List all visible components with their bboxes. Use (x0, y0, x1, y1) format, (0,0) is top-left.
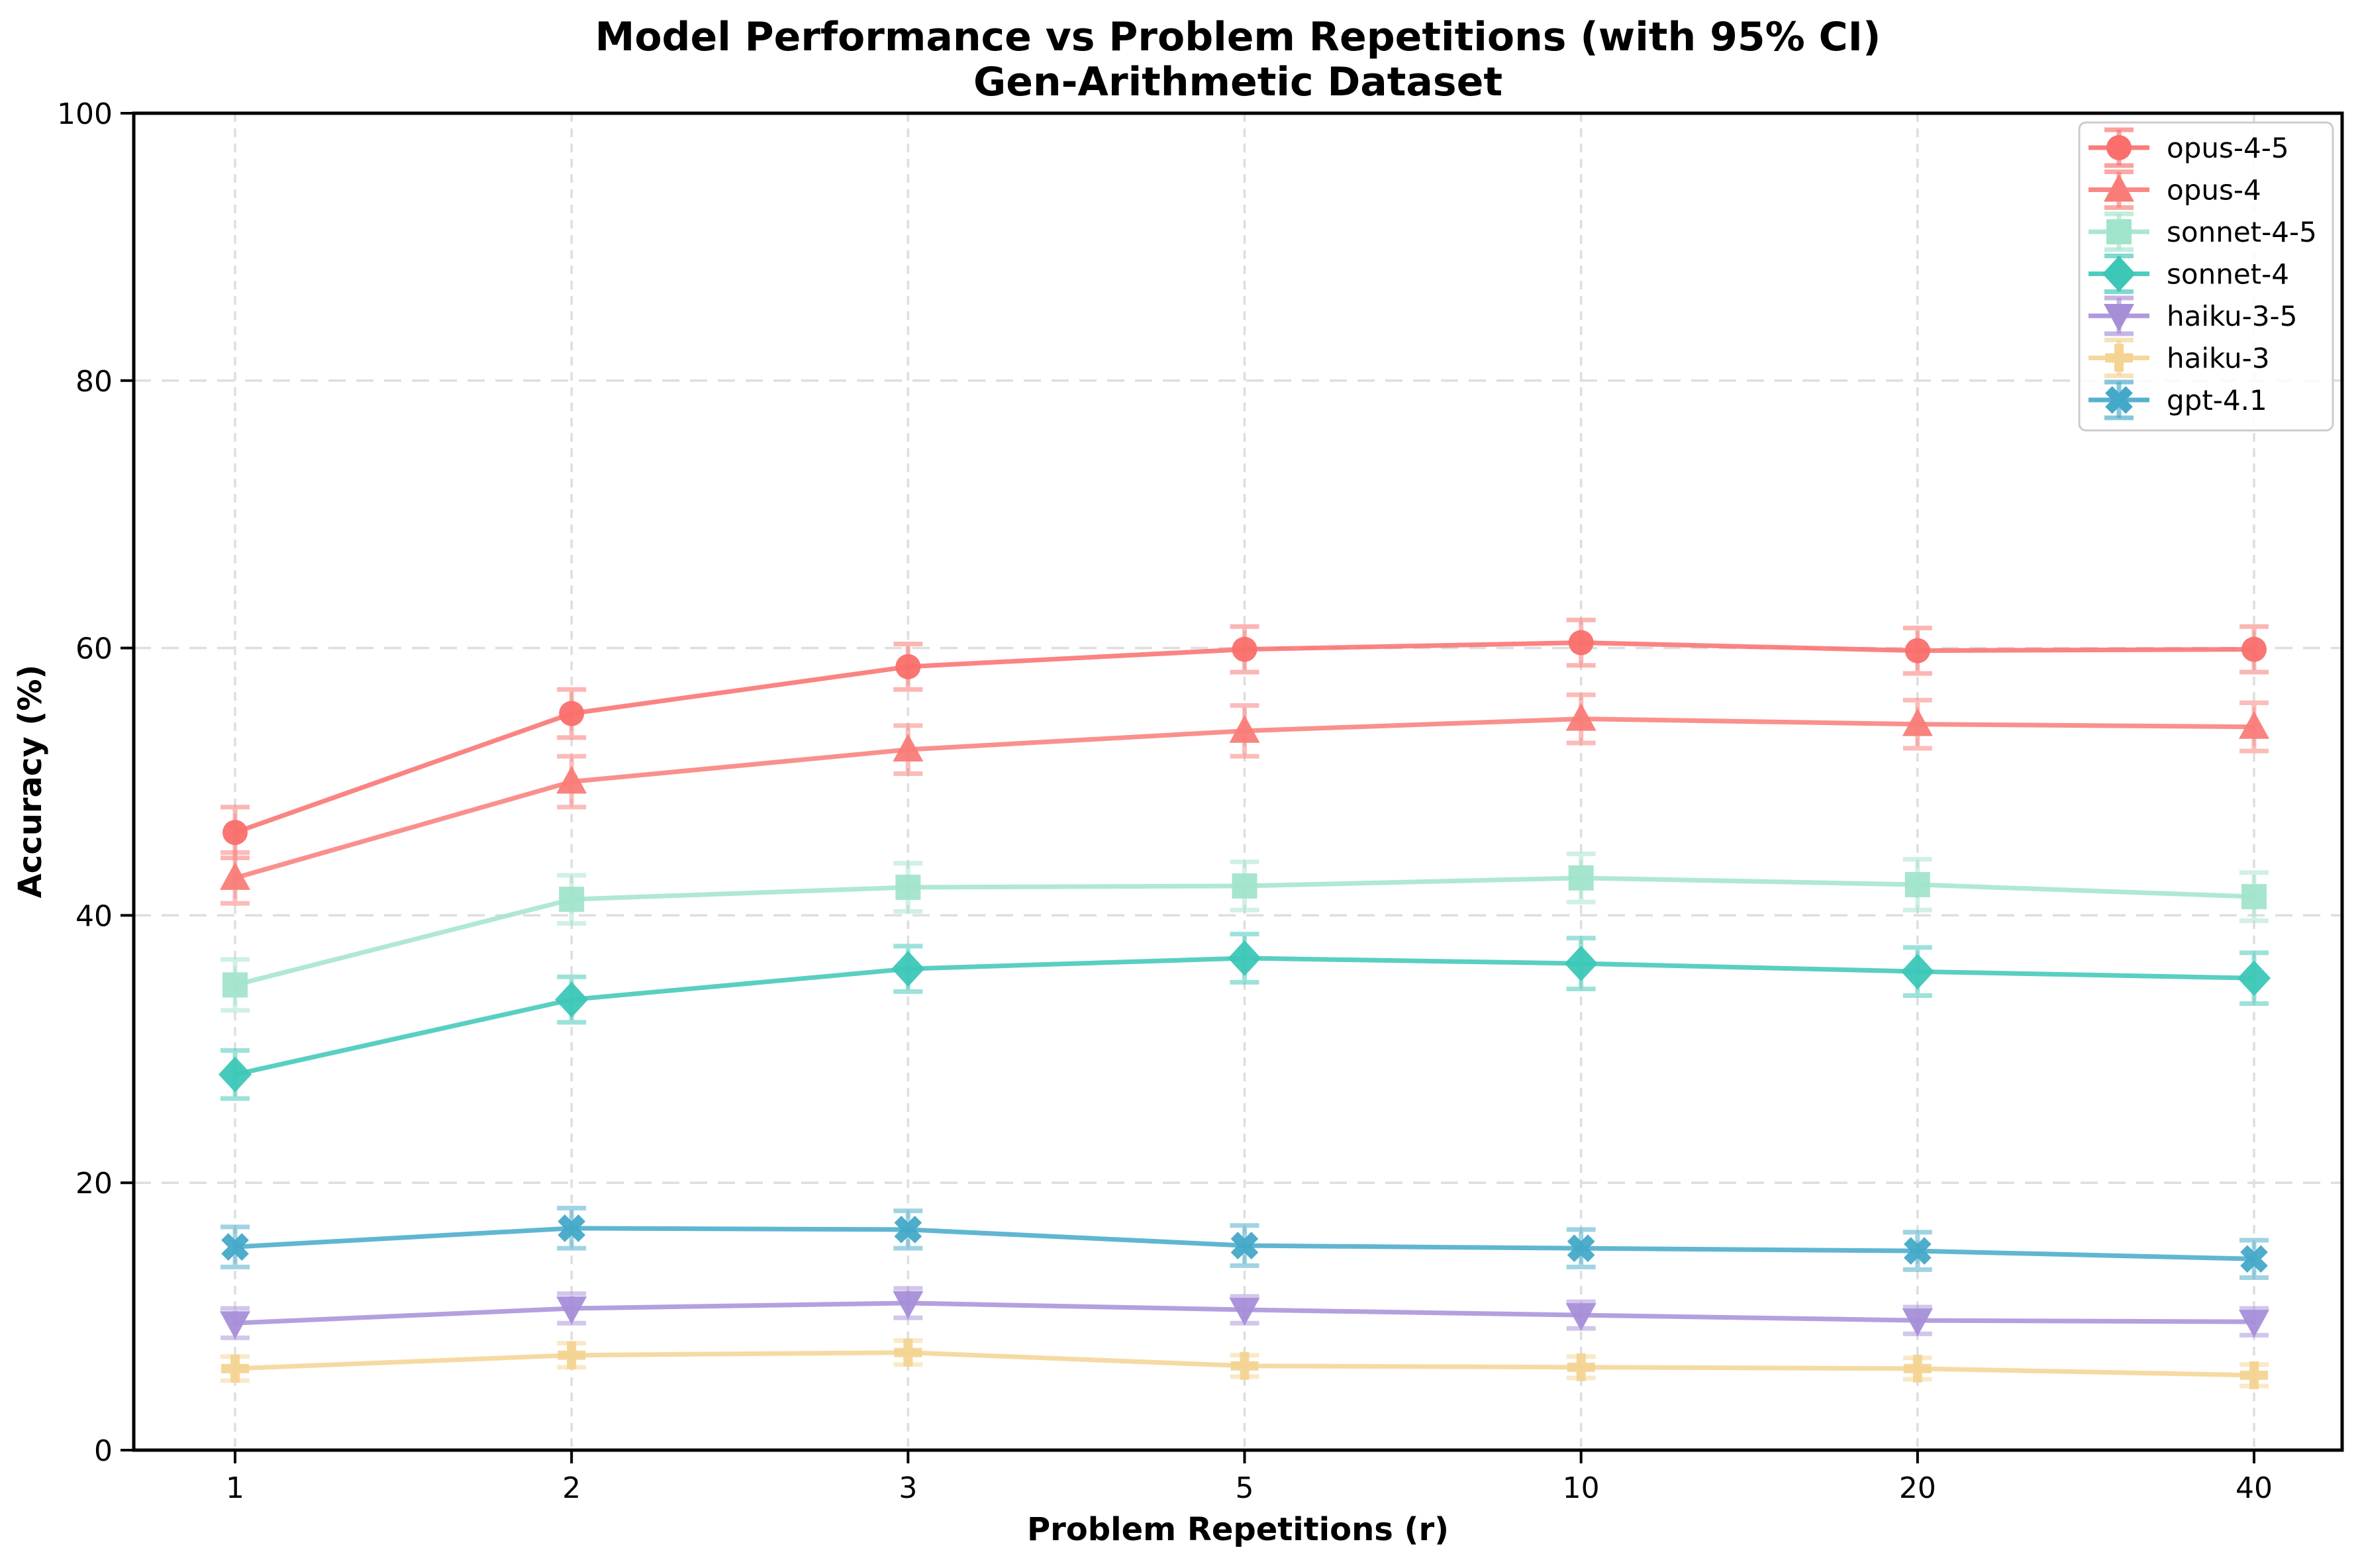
data-point-gpt-4.1 (1903, 1237, 1932, 1265)
data-point-opus-4-5 (2241, 636, 2267, 662)
x-tick-label: 5 (1236, 1471, 1254, 1505)
data-point-gpt-4.1 (1230, 1232, 1259, 1259)
data-point-opus-4-5 (1568, 630, 1594, 656)
data-point-haiku-3-5 (1902, 1308, 1933, 1337)
y-tick-label: 100 (57, 97, 113, 131)
data-point-sonnet-4-5 (1568, 865, 1594, 891)
series-gpt-4.1 (221, 1206, 2269, 1281)
x-axis-label: Problem Repetitions (r) (1026, 1511, 1450, 1548)
x-tick-label: 2 (562, 1471, 581, 1505)
data-point-haiku-3 (221, 1354, 249, 1383)
legend-label: opus-4 (2167, 174, 2261, 207)
data-point-opus-4 (1902, 708, 1933, 736)
y-tick-label: 40 (75, 899, 113, 933)
data-point-opus-4-5 (895, 654, 921, 679)
data-point-sonnet-4-5 (1232, 873, 1257, 899)
series-haiku-3-5 (220, 1286, 2269, 1340)
data-point-haiku-3-5 (1565, 1303, 1597, 1332)
y-tick-label: 80 (75, 365, 113, 399)
data-point-haiku-3-5 (1229, 1298, 1260, 1326)
data-point-sonnet-4-5 (895, 875, 921, 901)
legend-item-sonnet-4: sonnet-4 (2089, 254, 2289, 294)
data-point-sonnet-4 (1900, 954, 1934, 990)
data-point-haiku-3 (2240, 1361, 2268, 1389)
data-point-opus-4 (1565, 703, 1597, 731)
series-opus-4-5 (221, 617, 2269, 861)
data-point-haiku-3-5 (893, 1291, 924, 1319)
y-axis-label: Accuracy (%) (12, 664, 49, 899)
x-tick-label: 20 (1899, 1471, 1936, 1505)
data-point-gpt-4.1 (221, 1233, 249, 1261)
data-point-sonnet-4 (891, 951, 925, 987)
chart-subtitle: Gen-Arithmetic Dataset (973, 59, 1502, 105)
legend-item-opus-4: opus-4 (2089, 170, 2261, 210)
legend-item-haiku-3-5: haiku-3-5 (2089, 295, 2297, 336)
legend-label: sonnet-4 (2167, 258, 2289, 291)
data-point-opus-4 (220, 861, 250, 890)
data-point-haiku-3-5 (220, 1311, 250, 1340)
data-point-opus-4-5 (1232, 636, 1257, 662)
data-point-opus-4 (2239, 710, 2269, 739)
x-tick-label: 40 (2236, 1471, 2273, 1505)
x-tick-label: 3 (899, 1471, 917, 1505)
data-point-sonnet-4 (555, 981, 589, 1018)
data-point-sonnet-4-5 (2241, 884, 2267, 910)
data-point-sonnet-4 (1228, 940, 1261, 977)
data-point-sonnet-4 (219, 1056, 252, 1093)
data-point-opus-4-5 (559, 701, 585, 726)
series-opus-4 (220, 692, 2269, 906)
series-haiku-3 (221, 1338, 2269, 1389)
data-point-haiku-3 (558, 1341, 586, 1369)
y-tick-label: 60 (75, 632, 113, 666)
axis-ticks: 1 2 3 5 10 20 40 0 20 40 60 80 100 (57, 97, 2273, 1505)
data-point-opus-4 (556, 765, 587, 794)
legend-label: haiku-3-5 (2167, 300, 2297, 332)
data-point-gpt-4.1 (2240, 1245, 2268, 1273)
chart-title: Model Performance vs Problem Repetitions… (595, 14, 1881, 60)
legend-item-gpt-4.1: gpt-4.1 (2089, 379, 2267, 420)
data-point-haiku-3 (1567, 1353, 1595, 1381)
data-point-opus-4-5 (222, 820, 248, 846)
legend-item-opus-4-5: opus-4-5 (2089, 127, 2289, 168)
data-point-gpt-4.1 (894, 1216, 922, 1244)
data-point-opus-4 (1229, 714, 1260, 743)
legend-item-haiku-3: haiku-3 (2089, 338, 2270, 378)
data-point-sonnet-4 (1564, 946, 1598, 982)
plot-spines (132, 111, 2344, 1452)
data-point-haiku-3 (894, 1338, 922, 1367)
data-point-haiku-3 (1230, 1351, 1259, 1380)
y-tick-label: 0 (94, 1434, 113, 1468)
data-point-gpt-4.1 (1567, 1234, 1595, 1262)
data-point-haiku-3-5 (556, 1296, 587, 1324)
series-sonnet-4 (219, 932, 2271, 1101)
legend-label: opus-4-5 (2167, 132, 2289, 164)
data-point-sonnet-4-5 (559, 887, 585, 912)
data-point-haiku-3 (1903, 1354, 1932, 1383)
y-tick-label: 20 (75, 1167, 113, 1200)
data-point-sonnet-4-5 (1904, 871, 1930, 897)
legend-item-sonnet-4-5: sonnet-4-5 (2089, 211, 2317, 252)
data-point-opus-4-5 (1904, 638, 1930, 663)
data-point-gpt-4.1 (558, 1214, 586, 1242)
x-tick-label: 10 (1563, 1471, 1600, 1505)
legend: opus-4-5 opus-4 sonnet-4-5 sonnet-4 haiku-3-… (2078, 121, 2334, 432)
legend-label: gpt-4.1 (2167, 384, 2267, 416)
data-point-haiku-3-5 (2239, 1310, 2269, 1338)
legend-label: haiku-3 (2167, 342, 2270, 375)
legend-label: sonnet-4-5 (2167, 216, 2317, 248)
data-point-sonnet-4 (2237, 960, 2271, 997)
data-point-sonnet-4-5 (222, 972, 248, 998)
series-sonnet-4-5 (221, 852, 2269, 1013)
x-tick-label: 1 (226, 1471, 244, 1505)
data-point-opus-4 (893, 734, 924, 762)
